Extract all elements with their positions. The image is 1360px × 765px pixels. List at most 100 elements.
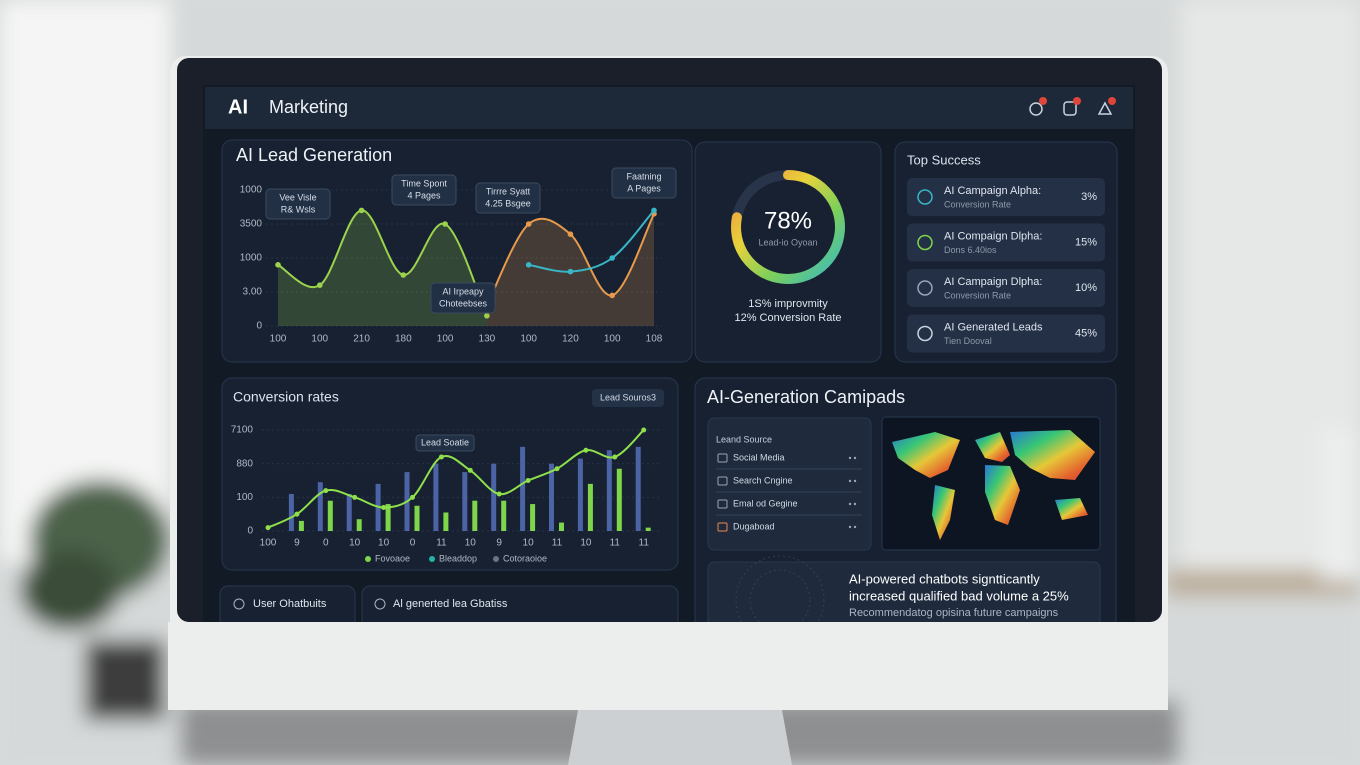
point: [609, 255, 616, 261]
row-title: AI Generated Leads: [944, 321, 1043, 333]
chip-label[interactable]: Lead Souros3: [600, 392, 656, 402]
header-icons[interactable]: [1029, 101, 1113, 116]
dot: [853, 479, 857, 483]
donut-note: 12% Conversion Rate: [734, 312, 841, 324]
x-tick-label: 0: [323, 538, 329, 549]
point: [641, 427, 647, 433]
monitor-chin: [168, 622, 1168, 710]
donut-value: 78%: [764, 207, 812, 234]
row-subtitle: Dons 6.40ios: [944, 245, 997, 255]
bar: [327, 500, 333, 531]
dot: [848, 456, 852, 460]
row-icon: [917, 189, 933, 205]
bar: [577, 458, 583, 531]
x-tick-label: 11: [552, 538, 563, 549]
panel-title: Top Success: [907, 152, 981, 167]
point: [381, 504, 387, 510]
x-tick-label: 120: [562, 334, 579, 345]
row-subtitle: Tien Dooval: [944, 336, 992, 346]
point: [525, 478, 531, 484]
point: [275, 262, 281, 268]
line: [528, 209, 655, 273]
bar: [606, 450, 612, 531]
point: [323, 488, 329, 494]
point: [400, 272, 407, 278]
app-title: Marketing: [269, 97, 348, 117]
point: [567, 268, 574, 275]
card-icon: [374, 598, 386, 610]
x-tick-label: 100: [604, 334, 621, 345]
world-map: [892, 430, 1095, 540]
annotation: 4 Pages: [407, 190, 441, 200]
point: [358, 207, 365, 214]
insight-line: AI-powered chatbots signtticantly: [849, 571, 1040, 586]
card-title[interactable]: User Ohatbuits: [253, 598, 327, 610]
source-label[interactable]: Social Media: [733, 452, 785, 462]
annotation: AI Irpeapy: [442, 286, 484, 296]
success-row[interactable]: [907, 314, 1105, 353]
success-row[interactable]: [907, 223, 1105, 262]
legend-label: Cotoraoioe: [503, 553, 547, 563]
point: [294, 511, 300, 517]
panel-title: Conversion rates: [233, 389, 339, 405]
dot: [853, 525, 857, 529]
y-tick-label: 1000: [240, 253, 263, 264]
source-icon: [717, 476, 728, 486]
success-row[interactable]: [907, 178, 1105, 216]
bar: [530, 504, 536, 531]
list-title: Leand Source: [716, 434, 772, 444]
row-icon: [917, 325, 933, 342]
point: [484, 313, 490, 319]
annotation: A Pages: [627, 183, 661, 193]
card-icon: [233, 598, 245, 610]
dot: [853, 502, 857, 506]
success-row[interactable]: [907, 269, 1105, 307]
annotation: 4.25 Bsgee: [485, 198, 531, 208]
bar: [549, 463, 554, 531]
x-tick-label: 11: [610, 538, 621, 549]
annotation: R& Wsls: [281, 204, 316, 214]
point: [609, 292, 616, 299]
row-value: 45%: [1075, 327, 1097, 339]
monitor-stand: [568, 710, 792, 765]
chip[interactable]: [592, 389, 664, 407]
row-subtitle: Conversion Rate: [944, 199, 1011, 209]
x-tick-label: 10: [465, 538, 477, 549]
y-tick-label: 1000: [240, 185, 263, 196]
donut-caption: Lead-io Oyoan: [758, 237, 817, 247]
bar: [616, 468, 622, 531]
source-label[interactable]: Search Cngine: [733, 475, 793, 485]
bar: [433, 463, 439, 531]
source-label[interactable]: Dugaboad: [733, 521, 775, 531]
source-icon: [717, 522, 728, 532]
bar: [491, 463, 497, 531]
bar: [288, 493, 294, 531]
point: [567, 231, 574, 237]
bar: [501, 500, 507, 531]
point: [525, 221, 532, 227]
x-tick-label: 100: [270, 334, 287, 345]
bar: [298, 520, 304, 531]
row-title: AI Compaign Dlpha:: [944, 230, 1042, 242]
bar: [385, 504, 391, 531]
panel-title: AI-Generation Camipads: [707, 387, 905, 407]
dot: [848, 525, 852, 529]
dot: [848, 479, 852, 483]
bar: [356, 519, 362, 531]
point: [438, 454, 444, 460]
point: [352, 494, 358, 500]
card-title[interactable]: Al generted lea Gbatiss: [393, 598, 508, 610]
header-bar: [205, 87, 1133, 129]
annotation-box: [475, 182, 541, 214]
annotation-box: [265, 188, 331, 220]
x-tick-label: 130: [479, 334, 496, 345]
x-tick-label: 100: [520, 334, 537, 345]
bar: [520, 446, 526, 531]
badges: [1039, 97, 1116, 105]
panel-title: AI Lead Generation: [236, 145, 392, 165]
source-label[interactable]: Emal od Gegine: [733, 498, 798, 508]
dot: [853, 456, 857, 460]
row-value: 10%: [1075, 282, 1097, 294]
